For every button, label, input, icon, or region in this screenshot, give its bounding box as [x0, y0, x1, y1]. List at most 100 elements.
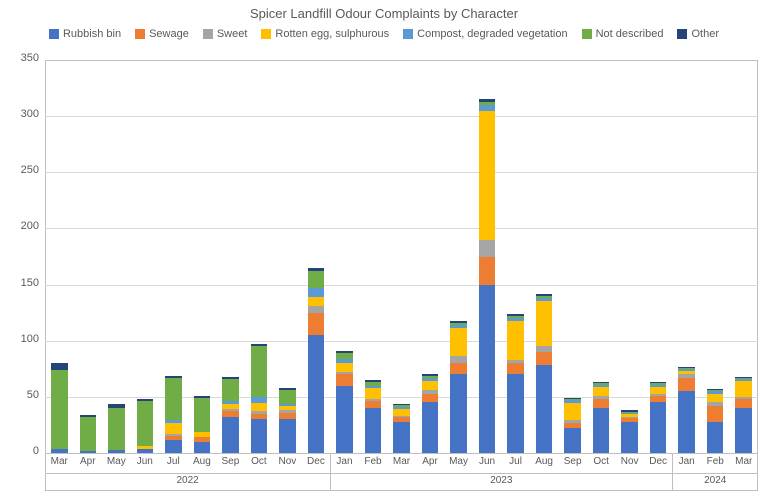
x-tick-label: Dec [307, 456, 325, 467]
bar-segment [507, 321, 524, 360]
bar-segment [536, 365, 553, 453]
bar [51, 363, 68, 453]
legend-swatch [203, 29, 213, 39]
x-tick-label: Feb [707, 456, 724, 467]
bar-segment [308, 306, 325, 313]
bar-segment [564, 403, 581, 421]
x-tick-label: Mar [735, 456, 752, 467]
bar-segment [108, 450, 125, 453]
bar-segment [735, 381, 752, 397]
legend-label: Rotten egg, sulphurous [275, 28, 389, 40]
bar-segment [251, 403, 268, 412]
bar-segment [194, 398, 211, 432]
x-tick-label: Mar [51, 456, 68, 467]
bar-segment [536, 352, 553, 365]
bar-segment [251, 419, 268, 453]
bar-segment [308, 313, 325, 335]
legend-swatch [582, 29, 592, 39]
x-tick-label: May [107, 456, 126, 467]
x-tick-label: Aug [193, 456, 211, 467]
bar [393, 404, 410, 453]
x-tick-label: Oct [593, 456, 609, 467]
bar-segment [450, 328, 467, 356]
bar-segment [308, 335, 325, 453]
bar-segment [137, 401, 154, 446]
bar-segment [279, 413, 296, 420]
bar-segment [707, 422, 724, 453]
x-year-label: 2023 [490, 475, 512, 486]
bar [336, 351, 353, 453]
bar [422, 374, 439, 453]
bar-segment [507, 363, 524, 374]
x-tick-label: Jul [509, 456, 522, 467]
x-tick-label: Dec [649, 456, 667, 467]
bar-segment [279, 390, 296, 403]
bar-segment [279, 419, 296, 453]
bar-segment [336, 363, 353, 372]
legend-item: Sewage [135, 28, 189, 40]
bar [279, 388, 296, 453]
legend-label: Rubbish bin [63, 28, 121, 40]
legend-label: Sweet [217, 28, 248, 40]
chart-title: Spicer Landfill Odour Complaints by Char… [0, 6, 768, 21]
bar-segment [165, 423, 182, 434]
x-tick-label: Jan [336, 456, 352, 467]
bar-segment [308, 297, 325, 306]
bar-segment [51, 363, 68, 370]
x-year-divider [45, 473, 758, 474]
bar-segment [650, 396, 667, 403]
bar-segment [564, 428, 581, 453]
legend-item: Not described [582, 28, 664, 40]
legend-item: Rubbish bin [49, 28, 121, 40]
y-tick-label: 100 [0, 333, 39, 345]
bar-segment [593, 399, 610, 408]
bar-segment [650, 387, 667, 394]
legend-item: Sweet [203, 28, 248, 40]
bar [735, 377, 752, 453]
bar [536, 294, 553, 453]
legend-swatch [261, 29, 271, 39]
y-tick-label: 150 [0, 277, 39, 289]
legend-swatch [403, 29, 413, 39]
bar-segment [735, 399, 752, 408]
bar-segment [707, 406, 724, 422]
y-tick-label: 300 [0, 108, 39, 120]
bar [308, 268, 325, 453]
bar-segment [80, 417, 97, 451]
bar [108, 404, 125, 453]
bar-segment [51, 370, 68, 449]
x-tick-label: Sep [221, 456, 239, 467]
bar-segment [80, 451, 97, 453]
bar-segment [735, 408, 752, 453]
bar [479, 99, 496, 453]
bar-segment [422, 394, 439, 403]
x-tick-label: Aug [535, 456, 553, 467]
bar-segment [678, 391, 695, 453]
legend-item: Compost, degraded vegetation [403, 28, 567, 40]
bar [564, 398, 581, 453]
bar [165, 376, 182, 453]
legend-swatch [135, 29, 145, 39]
y-tick-label: 50 [0, 389, 39, 401]
bar [507, 314, 524, 453]
bar [194, 396, 211, 453]
y-tick-label: 250 [0, 164, 39, 176]
bar-segment [536, 301, 553, 346]
bar [621, 410, 638, 453]
bar-segment [336, 374, 353, 385]
bar-segment [621, 422, 638, 453]
bar-segment [422, 402, 439, 453]
bar [251, 344, 268, 453]
bar-segment [450, 374, 467, 453]
x-tick-label: Apr [80, 456, 96, 467]
bar-segment [479, 240, 496, 257]
bar-segment [308, 288, 325, 297]
bar [365, 380, 382, 453]
bar-segment [393, 409, 410, 416]
y-tick-label: 200 [0, 220, 39, 232]
gridline [45, 228, 758, 229]
x-year-label: 2024 [704, 475, 726, 486]
bar-segment [450, 363, 467, 374]
bar-segment [650, 402, 667, 453]
bar [678, 367, 695, 453]
